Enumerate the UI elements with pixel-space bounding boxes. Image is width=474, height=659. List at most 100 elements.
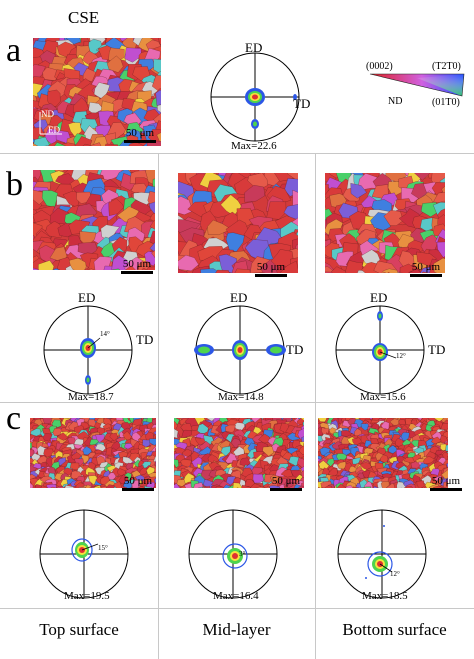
grain xyxy=(88,419,97,427)
grain xyxy=(43,448,55,458)
pf-max-label: Max=22.6 xyxy=(231,140,277,152)
grain xyxy=(446,436,448,442)
grain xyxy=(32,463,42,469)
ebsd-map-top xyxy=(33,170,155,270)
grain xyxy=(131,479,141,488)
grain xyxy=(325,271,333,273)
grain xyxy=(93,484,102,488)
pole-figure-b-bottom: ED TD 12° Max=15.6 xyxy=(330,290,450,403)
grain xyxy=(178,250,180,255)
grain xyxy=(244,184,266,203)
pole-figure-c-bottom: 12° Max=18.5 xyxy=(326,504,446,608)
row-divider-c-footer xyxy=(0,608,474,609)
grain-map-c-top xyxy=(30,418,156,488)
grain xyxy=(397,272,404,273)
grain xyxy=(408,268,422,273)
grain xyxy=(99,170,123,181)
ebsd-map-c-bottom xyxy=(318,418,448,488)
grain xyxy=(266,201,287,220)
grain xyxy=(279,260,298,273)
grain xyxy=(106,55,124,73)
pf-max-label: Max=15.6 xyxy=(360,391,406,403)
column-divider-2 xyxy=(315,153,316,659)
grain xyxy=(109,432,119,442)
grain xyxy=(318,418,327,423)
grain xyxy=(94,443,107,452)
scale-bar-b-mid: 50 μm xyxy=(255,261,287,277)
grain xyxy=(174,483,181,488)
grain xyxy=(404,486,413,488)
pf-td-label: TD xyxy=(293,96,311,111)
grain xyxy=(301,469,304,481)
grain xyxy=(357,173,379,191)
pf-ed-label: ED xyxy=(78,290,96,305)
grain xyxy=(79,486,86,488)
grain xyxy=(225,232,245,252)
grain xyxy=(225,476,236,486)
grain xyxy=(73,438,84,446)
grain xyxy=(197,423,209,434)
grain xyxy=(74,135,93,146)
pole-figure-cse: ED TD Max=22.6 xyxy=(205,40,315,152)
grain xyxy=(363,486,372,488)
grain xyxy=(40,485,49,488)
footer-top-surface: Top surface xyxy=(39,620,119,639)
grain xyxy=(422,455,435,465)
grain xyxy=(252,473,265,484)
grain-map-cse xyxy=(33,38,161,146)
grain xyxy=(445,444,448,452)
axis-nd-label: ND xyxy=(41,109,54,119)
scale-bar-c-top: 50 μm xyxy=(122,475,154,491)
grain xyxy=(30,442,33,450)
grain xyxy=(336,461,347,470)
grain-map-b-mid xyxy=(178,173,298,273)
grain xyxy=(345,260,363,273)
grain xyxy=(373,485,380,488)
pf-ed-label: ED xyxy=(245,40,263,55)
grain xyxy=(447,455,448,460)
grain xyxy=(125,265,136,270)
scale-bar-b-bottom: 50 μm xyxy=(410,261,442,277)
scale-bar-line xyxy=(122,488,154,491)
grain xyxy=(149,219,155,230)
grain xyxy=(149,438,156,446)
grain xyxy=(410,461,421,469)
grain xyxy=(149,230,155,245)
grain xyxy=(395,437,405,447)
footer-mid-layer: Mid-layer xyxy=(202,620,271,639)
ipf-0110-label: (01T0) xyxy=(432,97,460,108)
grain xyxy=(75,482,85,488)
grain xyxy=(232,482,243,488)
pf-max-label: Max=14.8 xyxy=(218,391,264,403)
pf-td-label: TD xyxy=(136,332,154,347)
grain xyxy=(147,190,155,207)
grain xyxy=(124,47,142,63)
grain xyxy=(389,418,400,426)
grain xyxy=(318,487,320,488)
grain xyxy=(50,486,58,488)
grain xyxy=(215,269,230,273)
scale-bar-label: 50 μm xyxy=(122,258,152,270)
grain xyxy=(441,486,448,488)
grain xyxy=(30,428,43,437)
grain xyxy=(38,260,55,270)
grain xyxy=(445,462,448,468)
scale-bar-line xyxy=(270,488,302,491)
grain xyxy=(360,462,372,470)
grain xyxy=(383,209,404,226)
grain xyxy=(447,487,448,488)
grain xyxy=(296,457,304,469)
pf-angle-label: 12° xyxy=(390,570,400,578)
scale-bar-label: 50 μm xyxy=(125,127,155,139)
grain xyxy=(64,484,75,488)
grain xyxy=(51,419,62,428)
grain xyxy=(336,453,348,461)
grain xyxy=(155,89,161,106)
grain xyxy=(201,487,211,488)
grain xyxy=(144,486,153,488)
pf-angle-label: 14° xyxy=(100,330,110,338)
grain xyxy=(138,467,148,476)
grain xyxy=(105,484,115,488)
grain xyxy=(49,207,70,225)
grain xyxy=(298,445,304,455)
